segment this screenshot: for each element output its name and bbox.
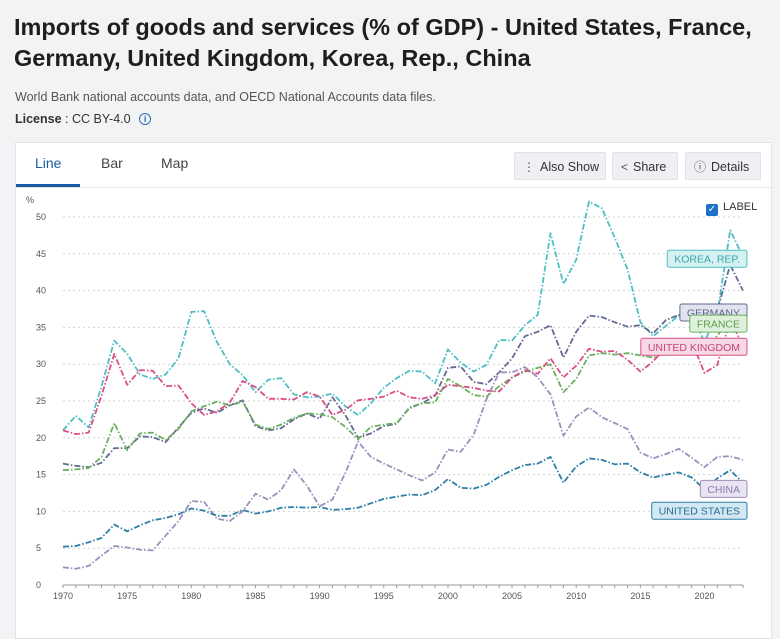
series-line[interactable] [62,319,744,472]
y-tick-label: 40 [36,286,46,296]
info-circle-icon: ⓘ [694,160,707,174]
series-label-text: FRANCE [697,319,740,331]
tab-map[interactable]: Map [161,155,189,171]
x-tick-label: 1975 [117,591,137,601]
vertical-dots-icon: ⋮ [523,160,535,174]
series-label[interactable]: KOREA, REP. [666,249,748,268]
y-tick-label: 35 [36,322,46,332]
active-tab-indicator [16,184,80,187]
tab-bar[interactable]: Bar [101,155,123,171]
y-tick-label: 50 [36,212,46,222]
x-tick-label: 2010 [566,591,586,601]
series-label-text: UNITED KINGDOM [648,342,740,354]
tab-line[interactable]: Line [35,155,62,171]
x-tick-label: 1980 [181,591,201,601]
y-tick-label: 45 [36,249,46,259]
series-line[interactable] [62,319,744,435]
series-label-box [640,337,748,356]
x-tick-label: 1995 [374,591,394,601]
y-tick-label: 20 [36,433,46,443]
x-tick-label: 2005 [502,591,522,601]
share-label: Share [633,160,667,174]
y-tick-label: 15 [36,470,46,480]
chart-series [62,200,744,570]
x-tick-label: 1985 [245,591,265,601]
label-toggle[interactable]: ✓ LABEL [706,201,757,216]
series-label-text: CHINA [707,484,740,496]
also-show-button[interactable]: ⋮ Also Show [514,152,606,180]
details-label: Details [711,160,750,174]
x-tick-label: 2015 [630,591,650,601]
series-label-text: UNITED STATES [659,506,740,518]
details-button[interactable]: ⓘ Details [685,152,761,180]
y-axis-unit-label: % [26,195,34,205]
y-tick-label: 25 [36,396,46,406]
series-line[interactable] [62,200,744,431]
chart-axes: % 0 5 10 15 20 25 30 35 40 45 50 1970 1975 1980 1985 199… [26,195,744,601]
series-label-text: KOREA, REP. [674,254,740,266]
series-label[interactable]: UNITED STATES [651,501,748,520]
series-line[interactable] [62,366,744,570]
series-label-box [699,479,748,498]
x-tick-label: 2000 [438,591,458,601]
series-label[interactable]: CHINA [699,479,748,498]
series-label-box [689,314,748,333]
label-toggle-text: LABEL [723,201,758,213]
info-icon[interactable]: i [139,113,152,125]
series-label-box [666,249,748,268]
series-line[interactable] [62,263,744,469]
x-tick-label: 1970 [53,591,73,601]
license-label: License [15,112,62,126]
page-title: Imports of goods and services (% of GDP)… [14,14,752,71]
series-label[interactable]: UNITED KINGDOM [640,337,748,356]
chart-card: Line Bar Map ⋮ Also Show < Share ⓘ Details … [15,142,772,639]
share-icon: < [621,160,629,174]
license-line: License : CC BY-4.0 i [15,112,152,126]
y-tick-label: 30 [36,359,46,369]
y-tick-label: 5 [36,543,41,553]
series-line[interactable] [62,456,744,548]
series-label[interactable]: FRANCE [689,314,748,333]
series-label-box [651,501,748,520]
line-chart: % 0 5 10 15 20 25 30 35 40 45 50 1970 1975 1980 1985 199… [26,195,748,601]
y-tick-label: 0 [36,580,41,590]
share-button[interactable]: < Share [612,152,678,180]
x-tick-label: 2020 [694,591,714,601]
also-show-label: Also Show [540,160,600,174]
checkbox-checked-icon[interactable]: ✓ [706,204,718,216]
tab-divider [16,187,771,188]
y-tick-label: 10 [36,506,46,516]
chart-grid [63,216,743,549]
x-tick-label: 1990 [310,591,330,601]
license-value: : CC BY-4.0 [65,112,131,126]
source-text: World Bank national accounts data, and O… [15,90,436,104]
